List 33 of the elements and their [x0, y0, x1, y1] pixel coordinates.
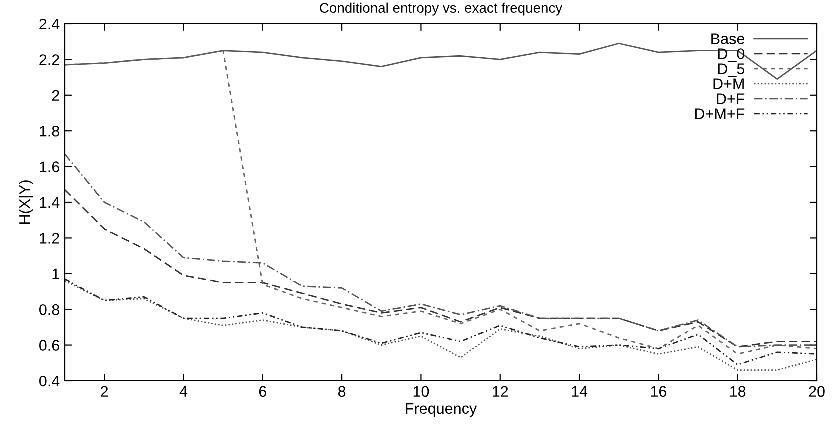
- legend-label: Base: [712, 34, 745, 44]
- line-series: [65, 189, 817, 348]
- y-tick-label: 1: [52, 268, 60, 280]
- y-tick-label: 2.4: [40, 18, 60, 30]
- legend-label: D_5: [718, 64, 745, 78]
- x-tick-label: 20: [809, 386, 825, 398]
- legend-label: D_0: [718, 48, 745, 62]
- line-series: [65, 154, 817, 348]
- x-tick-label: 12: [493, 386, 508, 397]
- legend-label: D+M: [714, 78, 744, 90]
- y-tick-label: 0.4: [40, 376, 60, 387]
- x-tick-label: 14: [572, 386, 588, 397]
- y-tick-label: 0.6: [40, 340, 60, 351]
- y-tick-label: 1.2: [40, 233, 60, 244]
- legend-label: D+F: [717, 94, 745, 104]
- x-tick-label: 2: [101, 386, 108, 397]
- chart-title: Conditional entropy vs. exact frequency: [320, 2, 563, 16]
- x-tick-label: 4: [180, 386, 188, 397]
- legend-label: D+M+F: [696, 108, 745, 120]
- y-tick-label: 2.2: [40, 54, 60, 66]
- y-tick-label: 0.8: [40, 304, 60, 316]
- x-tick-label: 10: [414, 386, 430, 398]
- y-tick-label: 2: [52, 90, 60, 101]
- y-tick-label: 1.4: [40, 198, 60, 208]
- y-axis-title: H(X|Y): [19, 180, 34, 224]
- line-series: [65, 50, 817, 355]
- y-tick-label: 1.6: [40, 162, 60, 172]
- x-tick-label: 18: [730, 386, 746, 398]
- y-tick-label: 1.8: [40, 126, 60, 137]
- x-tick-label: 16: [651, 386, 667, 398]
- x-axis-title: Frequency: [406, 403, 478, 418]
- x-tick-label: 8: [338, 386, 346, 398]
- x-tick-label: 6: [259, 386, 266, 398]
